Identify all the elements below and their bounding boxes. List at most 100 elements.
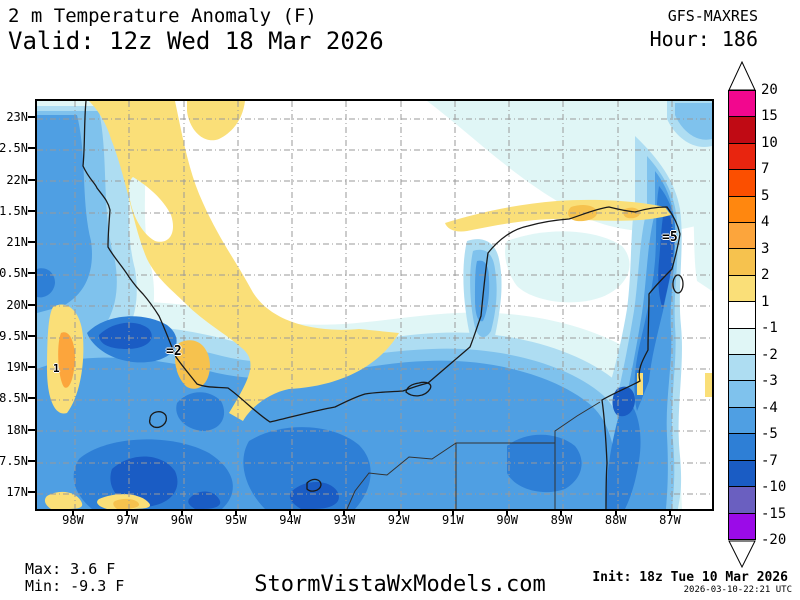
lat-tick-label: 19.5N	[0, 328, 28, 343]
anomaly-extremum-marker: 1	[53, 362, 60, 375]
lat-tick-mark	[28, 303, 35, 306]
max-value-label: Max: 3.6 F	[25, 560, 116, 578]
map-plot-area	[35, 99, 714, 511]
colorbar-segment	[729, 487, 755, 514]
lat-tick-mark	[28, 366, 35, 368]
colorbar-tick-label: -10	[761, 479, 787, 496]
lat-tick-mark	[28, 428, 35, 431]
colorbar-tick-label: -3	[761, 373, 778, 390]
lat-tick-mark	[28, 334, 35, 337]
lon-tick-mark	[451, 509, 454, 515]
colorbar-segment	[729, 170, 755, 197]
colorbar-segment	[729, 407, 755, 435]
lat-tick-label: 20N	[6, 297, 28, 312]
lon-tick-mark	[72, 509, 74, 515]
lon-tick-mark	[234, 509, 237, 515]
colorbar-tick-label: 2	[761, 267, 770, 284]
forecast-hour-label: Hour: 186	[649, 27, 758, 51]
lat-tick-mark	[28, 147, 35, 150]
colorbar-tick-label: 20	[761, 82, 778, 98]
lat-tick-mark	[28, 491, 35, 493]
lat-tick-mark	[28, 209, 35, 212]
colorbar-tick-label: -1	[761, 320, 778, 337]
lon-tick-label: 96W	[170, 513, 193, 527]
colorbar-segment	[729, 91, 755, 118]
lon-tick-label: 87W	[659, 513, 681, 527]
colorbar-segment	[729, 223, 755, 250]
lat-tick-mark	[28, 116, 35, 118]
lon-tick-mark	[506, 509, 509, 515]
site-watermark: StormVistaWxModels.com	[254, 572, 546, 597]
lon-tick-mark	[668, 509, 671, 515]
colorbar-tick-label: -5	[761, 426, 778, 443]
lon-tick-mark	[289, 509, 292, 515]
lat-tick-label: 19N	[6, 360, 28, 374]
lat-tick-label: 21N	[6, 235, 28, 249]
colorbar-tick-label: 10	[761, 134, 778, 151]
colorbar-segment	[729, 328, 755, 356]
colorbar-segment	[729, 381, 755, 408]
lat-tick-label: 17.5N	[0, 453, 28, 468]
colorbar-tick-label: 1	[761, 293, 770, 310]
coastline	[82, 100, 684, 510]
laguna-terminos-outline	[405, 381, 432, 397]
min-value-label: Min: -9.3 F	[25, 577, 125, 595]
lon-tick-mark	[560, 509, 563, 515]
colorbar-tick-label: -4	[761, 399, 778, 416]
colorbar-segment	[729, 275, 755, 303]
lon-tick-mark	[343, 509, 346, 515]
lake-outline-south	[306, 478, 322, 492]
lon-tick-label: 97W	[116, 513, 139, 527]
colorbar-segment	[729, 302, 755, 329]
lat-tick-mark	[28, 241, 35, 243]
lon-tick-mark	[397, 509, 400, 515]
lon-tick-label: 92W	[387, 513, 410, 527]
init-timestamp-label: 2026-03-10-22:21 UTC	[683, 585, 792, 595]
lon-tick-label: 98W	[62, 513, 84, 527]
lat-tick-label: 18N	[6, 422, 28, 437]
colorbar-segment	[729, 117, 755, 144]
lat-tick-label: 17N	[6, 485, 28, 499]
anomaly-map-svg	[37, 100, 712, 510]
colorbar-arrow-up	[728, 61, 756, 91]
lon-tick-label: 91W	[442, 513, 464, 527]
lon-tick-label: 88W	[604, 513, 627, 527]
lat-tick-label: 23N	[6, 110, 28, 124]
colorbar-segment	[729, 249, 755, 276]
colorbar-segment	[729, 460, 755, 488]
init-time-label: Init: 18z Tue 10 Mar 2026	[592, 570, 788, 585]
colorbar-tick-label: -2	[761, 346, 778, 363]
lon-tick-mark	[614, 509, 617, 515]
lat-tick-mark	[28, 459, 35, 462]
colorbar-tick-label: 4	[761, 214, 770, 231]
colorbar-arrow-down	[728, 540, 756, 568]
lat-tick-label: 18.5N	[0, 391, 28, 406]
cozumel-island-outline	[672, 274, 684, 294]
lat-tick-mark	[28, 272, 35, 275]
colorbar-segment	[729, 143, 755, 171]
lon-tick-label: 93W	[333, 513, 356, 527]
country-borders	[346, 401, 601, 510]
colorbar-tick-label: -20	[761, 531, 787, 548]
lat-tick-label: 20.5N	[0, 266, 28, 281]
colorbar-tick-label: 5	[761, 187, 770, 204]
colorbar-segment	[729, 513, 755, 539]
anomaly-fill-negative	[37, 101, 712, 509]
colorbar-segment	[729, 355, 755, 382]
anomaly-extremum-marker: =2	[166, 344, 182, 359]
model-name-label: GFS-MAXRES	[667, 7, 758, 25]
anomaly-extremum-marker: =5	[662, 230, 678, 245]
lat-tick-mark	[28, 178, 35, 181]
colorbar-tick-label: -7	[761, 452, 778, 469]
lake-outline-west	[148, 411, 167, 429]
lon-tick-mark	[126, 509, 129, 515]
latlon-grid	[37, 101, 712, 509]
colorbar-segment	[729, 196, 755, 224]
colorbar-tick-label: 15	[761, 108, 778, 125]
lon-tick-label: 90W	[496, 513, 518, 527]
lat-tick-mark	[28, 397, 35, 400]
lat-tick-label: 22.5N	[0, 141, 28, 156]
lat-tick-label: 22N	[6, 172, 28, 187]
colorbar-segment	[729, 434, 755, 461]
